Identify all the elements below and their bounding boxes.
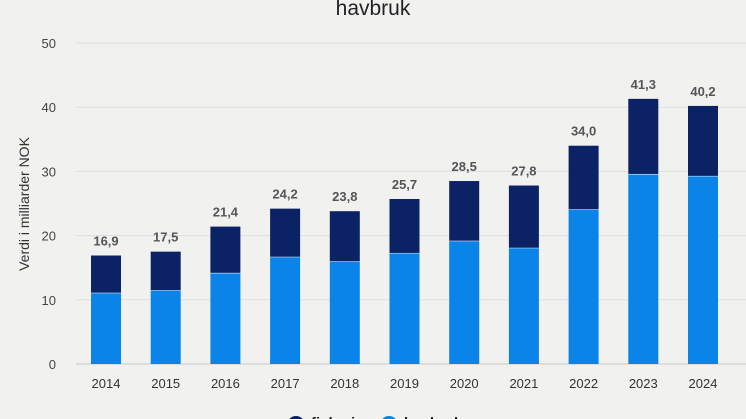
total-label: 34,0	[571, 124, 596, 139]
x-tick-label: 2020	[450, 376, 479, 391]
bar-havbruk-2016	[210, 272, 241, 364]
bar-fiskeri-2018	[329, 211, 360, 262]
y-tick-label: 50	[42, 36, 56, 51]
total-label: 28,5	[452, 159, 477, 174]
bar-havbruk-2020	[449, 240, 480, 364]
x-tick-label: 2018	[330, 376, 359, 391]
legend-label-fiskeri: fiskeri	[311, 415, 355, 419]
legend-marker-havbruk	[382, 416, 396, 419]
total-label: 41,3	[631, 77, 656, 92]
y-tick-label: 20	[42, 229, 56, 244]
bar-fiskeri-2022	[568, 145, 599, 210]
bar-havbruk-2018	[329, 261, 360, 364]
y-tick-label: 40	[42, 100, 56, 115]
bar-fiskeri-2015	[150, 251, 181, 291]
legend-marker-fiskeri	[289, 416, 303, 419]
x-tick-label: 2019	[390, 376, 419, 391]
total-label: 24,2	[272, 187, 297, 202]
y-tick-label: 10	[42, 293, 56, 308]
total-label: 16,9	[93, 234, 118, 249]
bar-havbruk-2024	[688, 175, 718, 364]
x-tick-label: 2014	[92, 376, 121, 391]
bar-fiskeri-2020	[449, 181, 480, 241]
y-tick-label: 0	[49, 357, 56, 372]
total-label: 17,5	[153, 230, 178, 245]
x-tick-label: 2024	[689, 376, 718, 391]
bar-fiskeri-2019	[389, 199, 420, 253]
chart-title: havbruk	[335, 0, 411, 20]
x-tick-label: 2023	[629, 376, 658, 391]
bar-havbruk-2021	[508, 247, 539, 364]
x-tick-label: 2021	[509, 376, 538, 391]
bar-fiskeri-2017	[270, 208, 301, 257]
legend-label-havbruk: havbruk	[404, 415, 463, 419]
bar-fiskeri-2024	[688, 105, 718, 176]
total-label: 23,8	[332, 189, 357, 204]
bar-havbruk-2019	[389, 252, 420, 364]
x-tick-label: 2015	[151, 376, 180, 391]
bar-fiskeri-2016	[210, 226, 241, 273]
bar-havbruk-2023	[628, 173, 659, 364]
x-tick-label: 2022	[569, 376, 598, 391]
bar-fiskeri-2014	[91, 255, 121, 293]
bar-fiskeri-2023	[628, 98, 659, 174]
x-tick-label: 2017	[271, 376, 300, 391]
bar-fiskeri-2021	[508, 185, 539, 248]
total-label: 25,7	[392, 177, 417, 192]
total-label: 21,4	[213, 205, 239, 220]
bar-havbruk-2017	[270, 256, 301, 364]
x-tick-label: 2016	[211, 376, 240, 391]
y-axis-label: Verdi i milliarder NOK	[16, 136, 32, 270]
bar-havbruk-2015	[150, 290, 181, 364]
total-label: 27,8	[511, 164, 536, 179]
total-label: 40,2	[690, 84, 715, 99]
y-tick-label: 30	[42, 164, 56, 179]
bar-havbruk-2014	[91, 292, 121, 364]
bar-havbruk-2022	[568, 209, 599, 364]
